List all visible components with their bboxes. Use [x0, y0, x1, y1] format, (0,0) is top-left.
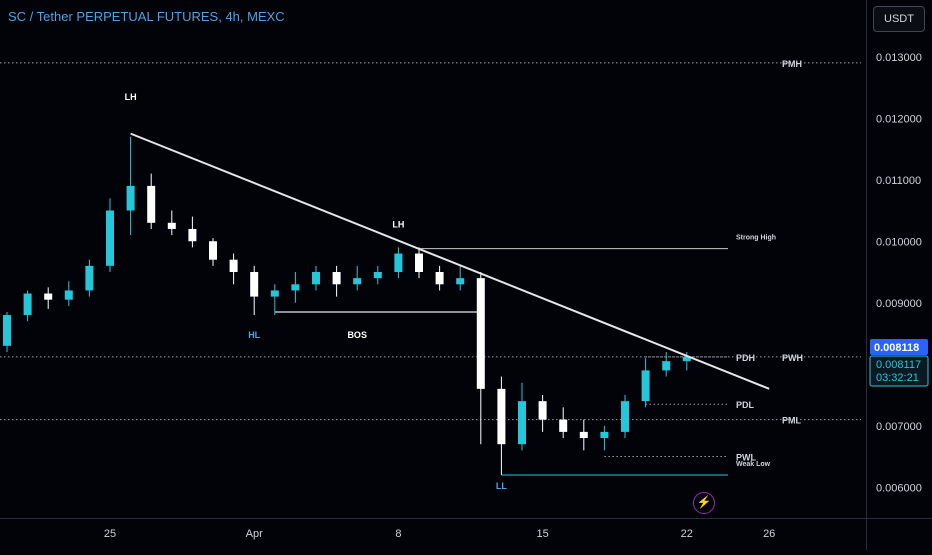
structure-label: LL [496, 481, 507, 491]
current-price-label: 0.008117 [876, 359, 921, 371]
level-label: PMH [782, 59, 802, 69]
candle[interactable] [106, 210, 114, 266]
candle[interactable] [456, 278, 465, 285]
candle[interactable] [497, 388, 506, 445]
level-label: PML [782, 416, 802, 426]
last-price-label: 0.008118 [874, 342, 919, 354]
candle[interactable] [579, 431, 588, 439]
candle[interactable] [3, 315, 11, 346]
candle[interactable] [229, 259, 238, 272]
candle[interactable] [559, 419, 568, 432]
current-price-tag [869, 355, 929, 387]
level-label: Weak Low [736, 461, 771, 468]
candle[interactable] [64, 290, 73, 300]
candle[interactable] [682, 356, 691, 362]
trendline[interactable] [130, 132, 770, 390]
candle[interactable] [600, 431, 609, 439]
candle[interactable] [85, 265, 94, 291]
candle[interactable] [250, 272, 259, 297]
currency-button[interactable]: USDT [873, 6, 925, 32]
structure-label: BOS [347, 330, 367, 340]
candle[interactable] [147, 185, 156, 223]
structure-label: LH [392, 220, 404, 230]
candle[interactable] [270, 290, 279, 297]
candle[interactable] [291, 284, 300, 291]
y-tick-label: 0.007000 [876, 421, 922, 433]
candle[interactable] [641, 370, 650, 402]
level-label: PDH [736, 353, 755, 363]
x-tick-label: 26 [763, 528, 775, 540]
structure-label: HL [248, 330, 260, 340]
candle[interactable] [126, 185, 135, 211]
candle[interactable] [44, 293, 53, 300]
x-tick-label: 8 [395, 528, 401, 540]
candle[interactable] [415, 253, 423, 272]
candle[interactable] [312, 272, 320, 285]
candle[interactable] [332, 272, 341, 285]
chart-title: SC / Tether PERPETUAL FUTURES, 4h, MEXC [8, 9, 285, 24]
y-tick-label: 0.006000 [876, 482, 922, 494]
candle[interactable] [373, 272, 382, 279]
candle[interactable] [662, 361, 671, 371]
candle[interactable] [23, 293, 32, 316]
y-tick-label: 0.013000 [876, 52, 922, 64]
candle[interactable] [167, 222, 176, 229]
y-tick-label: 0.010000 [876, 236, 922, 248]
lightning-icon[interactable]: ⚡ [693, 492, 715, 514]
y-tick-label: 0.012000 [876, 113, 922, 125]
x-tick-label: Apr [246, 528, 263, 540]
x-tick-label: 22 [681, 528, 693, 540]
y-tick-label: 0.011000 [876, 175, 921, 187]
last-price-tag [870, 338, 928, 355]
level-label: Strong High [736, 235, 776, 242]
candle[interactable] [518, 401, 526, 445]
structure-label: LH [125, 92, 137, 102]
x-tick-label: 25 [104, 528, 116, 540]
countdown-label: 03:32:21 [876, 372, 919, 384]
candle[interactable] [209, 241, 217, 260]
candle[interactable] [538, 401, 547, 420]
candle[interactable] [353, 278, 362, 285]
y-tick-label: 0.009000 [876, 298, 922, 310]
candle[interactable] [476, 278, 485, 389]
candle[interactable] [394, 253, 403, 272]
level-label: PWH [782, 353, 803, 363]
candle[interactable] [435, 272, 444, 285]
x-tick-label: 15 [536, 528, 548, 540]
level-label: PWL [736, 453, 756, 463]
level-label: PDL [736, 400, 755, 410]
candle[interactable] [621, 401, 629, 432]
candle[interactable] [188, 228, 197, 242]
